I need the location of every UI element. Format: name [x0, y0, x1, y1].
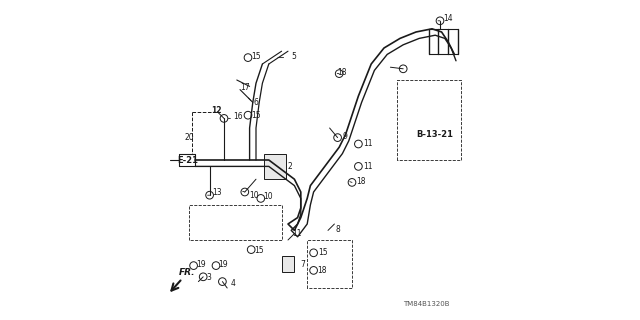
Text: 12: 12	[211, 106, 221, 115]
Text: 15: 15	[251, 111, 260, 120]
Text: 11: 11	[364, 162, 372, 171]
Text: 5: 5	[291, 52, 296, 61]
Text: 19: 19	[196, 260, 206, 269]
Text: 2: 2	[288, 162, 292, 171]
Text: B-13-21: B-13-21	[416, 130, 453, 139]
Text: 11: 11	[292, 229, 301, 238]
Text: FR.: FR.	[179, 268, 196, 277]
Text: 8: 8	[336, 225, 340, 234]
Text: 15: 15	[251, 52, 260, 61]
Text: 15: 15	[319, 248, 328, 257]
Text: 18: 18	[337, 68, 346, 76]
Text: 14: 14	[443, 14, 453, 23]
Text: 15: 15	[254, 246, 264, 255]
FancyBboxPatch shape	[282, 256, 294, 272]
Text: 10: 10	[264, 192, 273, 201]
Text: TM84B1320B: TM84B1320B	[403, 301, 450, 307]
Text: 16: 16	[234, 112, 243, 121]
Text: 18: 18	[356, 177, 365, 186]
Text: 6: 6	[253, 98, 259, 107]
FancyBboxPatch shape	[264, 154, 287, 179]
Text: 11: 11	[364, 139, 372, 148]
Text: 10: 10	[250, 191, 259, 200]
Text: 4: 4	[230, 279, 236, 288]
Text: 17: 17	[240, 83, 250, 92]
Text: 7: 7	[301, 260, 306, 269]
Text: 19: 19	[219, 260, 228, 269]
Text: 3: 3	[206, 273, 211, 282]
Text: 13: 13	[212, 188, 222, 197]
Text: 20: 20	[184, 133, 195, 142]
Text: 18: 18	[317, 266, 326, 275]
Text: 9: 9	[342, 132, 348, 140]
Text: E-21: E-21	[178, 156, 198, 164]
